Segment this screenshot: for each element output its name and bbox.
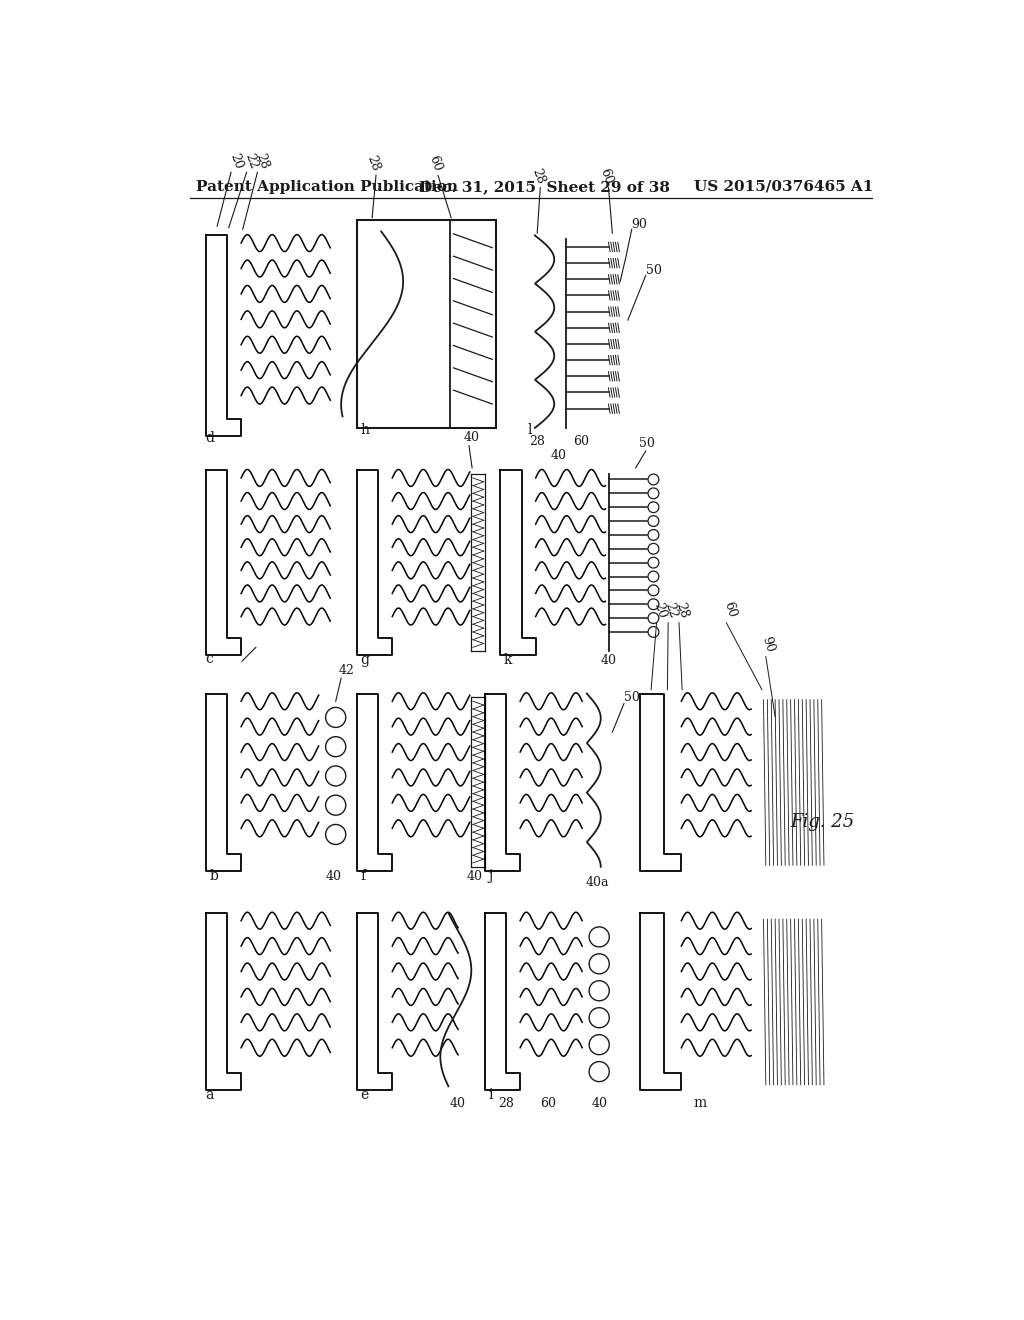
Text: 50: 50: [646, 264, 662, 277]
Text: 60: 60: [541, 1097, 556, 1110]
Text: Fig. 25: Fig. 25: [791, 813, 855, 830]
Text: US 2015/0376465 A1: US 2015/0376465 A1: [693, 180, 873, 194]
Text: k: k: [504, 653, 512, 668]
Text: 50: 50: [640, 437, 655, 450]
Text: 40: 40: [326, 870, 342, 883]
Text: l: l: [527, 424, 531, 437]
Text: g: g: [360, 653, 370, 668]
Text: 40: 40: [592, 1097, 607, 1110]
Text: 28: 28: [254, 152, 271, 170]
Text: j: j: [488, 869, 493, 883]
Text: 60: 60: [597, 166, 614, 186]
Text: e: e: [360, 1088, 369, 1102]
Text: 28: 28: [365, 153, 382, 173]
Text: b: b: [209, 869, 218, 883]
Text: 28: 28: [499, 1097, 514, 1110]
Text: 50: 50: [624, 692, 640, 705]
Text: 40: 40: [550, 449, 566, 462]
Text: Patent Application Publication: Patent Application Publication: [197, 180, 458, 194]
Text: 60: 60: [721, 601, 738, 619]
Text: 40: 40: [464, 432, 479, 444]
Text: Dec. 31, 2015  Sheet 29 of 38: Dec. 31, 2015 Sheet 29 of 38: [419, 180, 670, 194]
Text: m: m: [693, 1096, 707, 1110]
Text: a: a: [206, 1088, 214, 1102]
Text: 40: 40: [601, 655, 616, 668]
Text: 90: 90: [632, 218, 647, 231]
Text: 60: 60: [426, 153, 444, 173]
Text: 28: 28: [674, 601, 691, 619]
Text: 40: 40: [450, 1097, 466, 1110]
Text: d: d: [206, 430, 214, 445]
Text: 22: 22: [243, 152, 260, 170]
Text: c: c: [206, 652, 213, 665]
Text: 40a: 40a: [586, 876, 608, 890]
Text: 28: 28: [529, 434, 546, 447]
Text: 42: 42: [339, 664, 354, 677]
Text: i: i: [488, 1088, 493, 1102]
Text: 20: 20: [651, 601, 669, 619]
Text: 90: 90: [760, 635, 777, 655]
Text: f: f: [360, 869, 366, 883]
Text: h: h: [360, 424, 370, 437]
Text: 60: 60: [573, 434, 590, 447]
Text: 20: 20: [227, 152, 245, 170]
Text: 22: 22: [663, 601, 680, 619]
Text: 28: 28: [529, 166, 547, 186]
Text: 40: 40: [467, 870, 482, 883]
